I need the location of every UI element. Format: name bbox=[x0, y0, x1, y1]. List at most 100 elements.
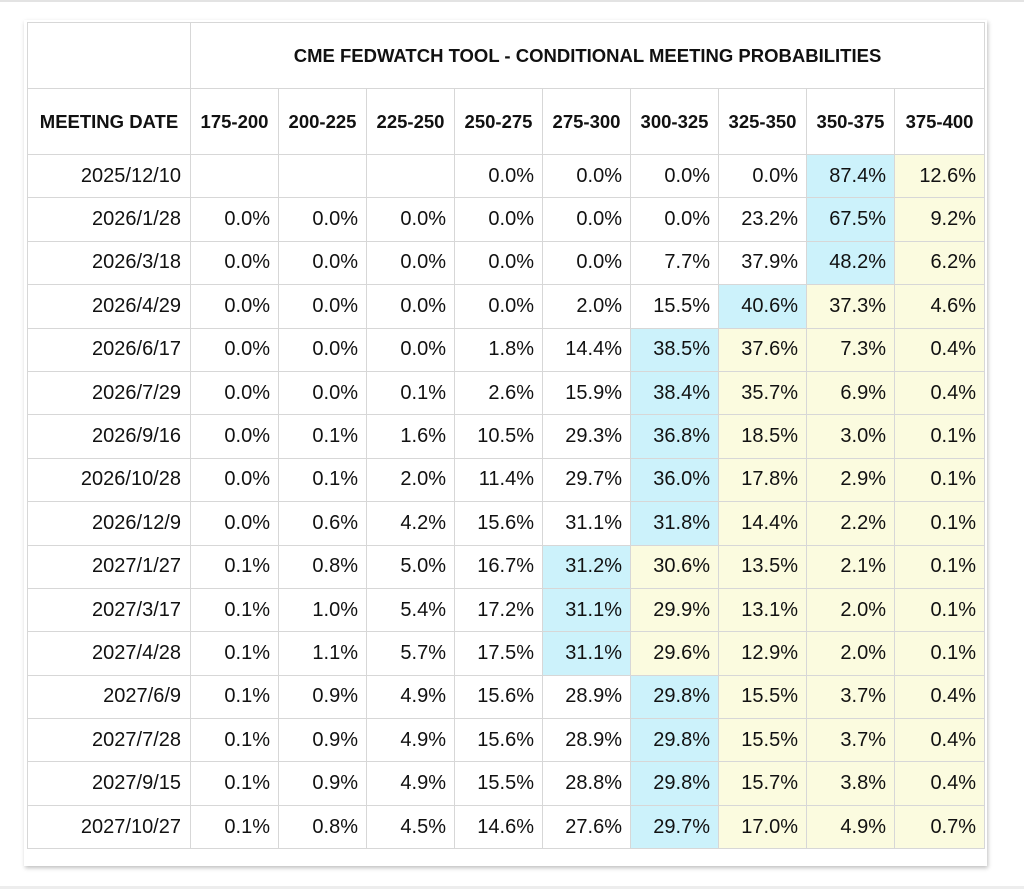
meeting-date-cell: 2026/1/28 bbox=[27, 197, 191, 242]
probability-panel: CME FEDWATCH TOOL - CONDITIONAL MEETING … bbox=[24, 20, 987, 866]
probability-cell: 0.0% bbox=[190, 284, 279, 329]
title-row: CME FEDWATCH TOOL - CONDITIONAL MEETING … bbox=[27, 22, 986, 89]
probability-cell: 0.0% bbox=[278, 240, 367, 286]
meeting-date-cell: 2026/9/16 bbox=[27, 414, 191, 459]
probability-cell: 0.9% bbox=[278, 674, 367, 720]
probability-cell: 17.8% bbox=[718, 457, 807, 503]
probability-cell: 0.0% bbox=[630, 153, 719, 199]
probability-cell: 0.1% bbox=[893, 457, 986, 503]
probability-cell: 36.0% bbox=[630, 457, 719, 503]
probability-cell: 5.0% bbox=[366, 544, 455, 589]
probability-cell: 28.9% bbox=[542, 718, 631, 763]
probability-cell: 87.4% bbox=[806, 153, 895, 199]
probability-cell: 31.2% bbox=[542, 544, 631, 589]
probability-cell: 35.7% bbox=[718, 370, 807, 416]
probability-cell: 13.1% bbox=[718, 587, 807, 633]
probability-cell: 14.6% bbox=[454, 804, 543, 850]
probability-cell: 3.7% bbox=[806, 718, 895, 763]
probability-cell: 29.6% bbox=[630, 631, 719, 676]
probability-cell: 0.0% bbox=[454, 197, 543, 242]
meeting-date-cell: 2027/3/17 bbox=[27, 587, 191, 633]
probability-cell: 4.9% bbox=[806, 804, 895, 850]
column-header-range: 350-375 bbox=[806, 88, 895, 155]
probability-cell bbox=[190, 153, 279, 199]
probability-cell: 0.1% bbox=[893, 501, 986, 546]
probability-cell: 0.0% bbox=[190, 240, 279, 286]
probability-cell: 23.2% bbox=[718, 197, 807, 242]
probability-cell: 0.0% bbox=[454, 240, 543, 286]
column-header-row: MEETING DATE 175-200 200-225 225-250 250… bbox=[27, 88, 986, 155]
probability-cell: 2.2% bbox=[806, 501, 895, 546]
probability-cell: 0.0% bbox=[190, 327, 279, 372]
probability-cell: 4.9% bbox=[366, 718, 455, 763]
probability-cell: 0.4% bbox=[893, 370, 986, 416]
probability-cell: 0.1% bbox=[893, 631, 986, 676]
probability-cell: 0.1% bbox=[893, 414, 986, 459]
probability-cell: 4.9% bbox=[366, 761, 455, 806]
probability-cell: 15.9% bbox=[542, 370, 631, 416]
probability-cell: 3.7% bbox=[806, 674, 895, 720]
probability-table: CME FEDWATCH TOOL - CONDITIONAL MEETING … bbox=[27, 22, 986, 850]
probability-cell: 0.4% bbox=[893, 327, 986, 372]
probability-cell: 0.0% bbox=[718, 153, 807, 199]
meeting-date-cell: 2027/4/28 bbox=[27, 631, 191, 676]
probability-cell: 18.5% bbox=[718, 414, 807, 459]
probability-cell: 28.9% bbox=[542, 674, 631, 720]
probability-cell bbox=[366, 153, 455, 199]
meeting-date-cell: 2026/7/29 bbox=[27, 370, 191, 416]
top-divider bbox=[0, 0, 1024, 2]
table-row: 2026/3/18 0.0% 0.0% 0.0% 0.0% 0.0% 7.7% 37.9% 48… bbox=[27, 240, 986, 286]
probability-cell: 31.1% bbox=[542, 501, 631, 546]
probability-cell: 15.7% bbox=[718, 761, 807, 806]
probability-cell: 0.1% bbox=[190, 631, 279, 676]
probability-cell: 15.6% bbox=[454, 674, 543, 720]
table-row: 2027/4/28 0.1% 1.1% 5.7% 17.5% 31.1% 29.6% 12.9… bbox=[27, 631, 986, 676]
probability-cell: 0.0% bbox=[190, 501, 279, 546]
meeting-date-cell: 2027/9/15 bbox=[27, 761, 191, 806]
probability-cell: 0.7% bbox=[893, 804, 986, 850]
probability-cell: 15.5% bbox=[718, 674, 807, 720]
probability-cell: 1.0% bbox=[278, 587, 367, 633]
probability-cell: 7.3% bbox=[806, 327, 895, 372]
probability-cell: 38.4% bbox=[630, 370, 719, 416]
meeting-date-cell: 2026/12/9 bbox=[27, 501, 191, 546]
probability-cell: 0.4% bbox=[893, 761, 986, 806]
meeting-date-cell: 2027/10/27 bbox=[27, 804, 191, 850]
probability-cell: 37.3% bbox=[806, 284, 895, 329]
meeting-date-cell: 2026/10/28 bbox=[27, 457, 191, 503]
column-header-range: 175-200 bbox=[190, 88, 279, 155]
probability-cell: 0.9% bbox=[278, 718, 367, 763]
column-header-range: 225-250 bbox=[366, 88, 455, 155]
table-row: 2026/4/29 0.0% 0.0% 0.0% 0.0% 2.0% 15.5% 40.6% 3… bbox=[27, 284, 986, 329]
table-row: 2026/6/17 0.0% 0.0% 0.0% 1.8% 14.4% 38.5% 37.6%… bbox=[27, 327, 986, 372]
probability-cell: 29.3% bbox=[542, 414, 631, 459]
probability-cell: 9.2% bbox=[893, 197, 986, 242]
probability-cell: 0.0% bbox=[454, 153, 543, 199]
probability-cell: 13.5% bbox=[718, 544, 807, 589]
probability-cell: 28.8% bbox=[542, 761, 631, 806]
probability-cell: 0.0% bbox=[190, 457, 279, 503]
probability-cell: 0.0% bbox=[190, 370, 279, 416]
table-row: 2025/12/10 0.0% 0.0% 0.0% 0.0% 87.4% 12.6% bbox=[27, 153, 986, 199]
probability-cell: 0.1% bbox=[190, 718, 279, 763]
meeting-date-cell: 2026/4/29 bbox=[27, 284, 191, 329]
probability-cell: 0.0% bbox=[366, 197, 455, 242]
table-title: CME FEDWATCH TOOL - CONDITIONAL MEETING … bbox=[189, 22, 986, 89]
probability-cell: 17.0% bbox=[718, 804, 807, 850]
probability-cell: 0.0% bbox=[366, 327, 455, 372]
table-row: 2026/10/28 0.0% 0.1% 2.0% 11.4% 29.7% 36.0% 17.… bbox=[27, 457, 986, 503]
probability-cell: 37.9% bbox=[718, 240, 807, 286]
table-row: 2026/9/16 0.0% 0.1% 1.6% 10.5% 29.3% 36.8% 18.5… bbox=[27, 414, 986, 459]
corner-cell bbox=[27, 22, 191, 89]
probability-cell: 0.0% bbox=[278, 327, 367, 372]
probability-cell: 37.6% bbox=[718, 327, 807, 372]
probability-cell: 0.0% bbox=[630, 197, 719, 242]
probability-cell: 0.0% bbox=[542, 153, 631, 199]
probability-cell: 2.0% bbox=[366, 457, 455, 503]
probability-cell: 0.0% bbox=[366, 240, 455, 286]
probability-cell: 14.4% bbox=[542, 327, 631, 372]
probability-cell: 4.6% bbox=[893, 284, 986, 329]
probability-cell: 29.7% bbox=[630, 804, 719, 850]
table-row: 2027/6/9 0.1% 0.9% 4.9% 15.6% 28.9% 29.8% 15.5%… bbox=[27, 674, 986, 720]
probability-cell: 3.0% bbox=[806, 414, 895, 459]
